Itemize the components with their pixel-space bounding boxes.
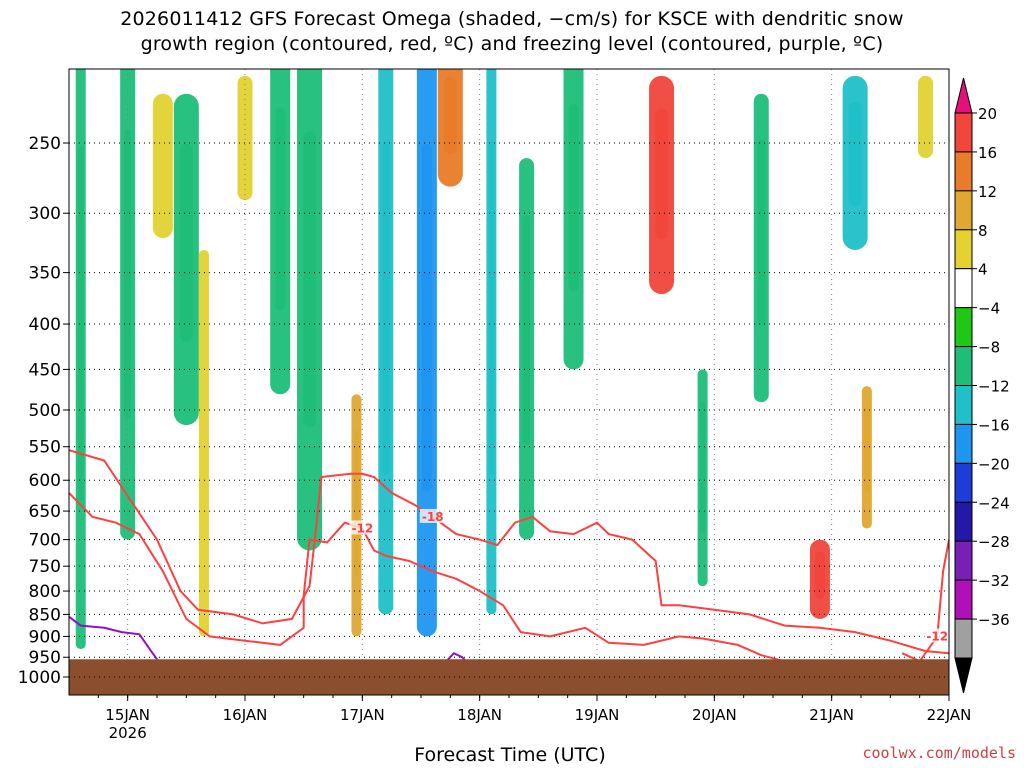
colorbar-arrow-bottom [954, 657, 973, 694]
y-tick-label: 450 [29, 360, 61, 380]
omega-band [237, 75, 253, 201]
omega-band [918, 75, 934, 159]
omega-band-core [655, 108, 668, 240]
x-tick-label: 21JAN [809, 706, 854, 724]
y-tick-label: 850 [29, 605, 61, 625]
contour-label: -18 [422, 510, 444, 524]
x-tick-label: 20JAN [692, 706, 737, 724]
omega-band-core [757, 140, 766, 326]
colorbar-label: 12 [978, 183, 997, 201]
omega-band-core [353, 430, 359, 576]
omega-band [198, 249, 209, 637]
colorbar-box [954, 307, 973, 348]
colorbar-box [954, 423, 973, 464]
omega-band-core [864, 407, 870, 493]
y-tick-label: 350 [29, 264, 61, 284]
x-tick-label: 19JAN [575, 706, 620, 724]
colorbar-box [954, 268, 973, 309]
contour-label: -12 [926, 629, 948, 643]
omega-band-core [848, 101, 862, 207]
colorbar-box [954, 151, 973, 192]
colorbar-label: 8 [978, 222, 988, 240]
omega-band-core [488, 140, 494, 476]
colorbar-label: −20 [978, 455, 1010, 473]
y-axis: 2503003504004505005506006507007508008509… [18, 134, 69, 688]
y-tick-label: 700 [29, 531, 61, 551]
y-tick-label: 750 [29, 557, 61, 577]
site-credit: coolwx.com/models [862, 744, 1016, 762]
omega-band-core [814, 551, 825, 600]
x-axis: 15JAN 16JAN 17JAN 18JAN 19JAN 20JAN 21JAN 22JAN… [97, 695, 972, 742]
x-tick-label: 18JAN [457, 706, 502, 724]
colorbar: 20 16 12 8 4 −4 −8 −12 −16 −20 −24 −28 −32 −36 [954, 77, 1010, 694]
y-tick-label: 950 [29, 648, 61, 668]
dendritic-contour [69, 492, 785, 663]
colorbar-box [954, 112, 973, 153]
dendritic-contour [69, 449, 949, 655]
chart-title-line-1: 2026011412 GFS Forecast Omega (shaded, −… [120, 8, 904, 30]
colorbar-label: −12 [978, 378, 1010, 396]
contour-label-bg [349, 520, 376, 535]
colorbar-box [954, 229, 973, 270]
chart-title-line-2: growth region (contoured, red, ºC) and f… [140, 33, 884, 55]
colorbar-arrow-top [954, 77, 973, 114]
omega-band-core [700, 401, 706, 533]
omega-shading [75, 69, 934, 650]
x-tick-label: 17JAN [340, 706, 385, 724]
colorbar-label: 16 [978, 144, 997, 162]
omega-band-core [382, 140, 390, 476]
colorbar-box [954, 501, 973, 542]
colorbar-label: −24 [978, 494, 1010, 512]
y-tick-label: 650 [29, 502, 61, 522]
colorbar-box [954, 346, 973, 387]
omega-band [152, 93, 173, 239]
contour-label-bg [419, 508, 446, 523]
colorbar-label: −8 [978, 339, 1000, 357]
x-axis-title: Forecast Time (UTC) [414, 744, 606, 766]
x-tick-label: 15JAN [105, 706, 150, 724]
colorbar-label: −28 [978, 533, 1010, 551]
colorbar-label: 4 [978, 261, 988, 279]
y-tick-label: 1000 [18, 668, 61, 688]
colorbar-label: −16 [978, 416, 1010, 434]
colorbar-box [954, 462, 973, 503]
x-year-label: 2026 [109, 724, 147, 742]
y-tick-label: 500 [29, 401, 61, 421]
colorbar-box [954, 190, 973, 231]
colorbar-box [954, 385, 973, 425]
colorbar-box [954, 618, 973, 659]
y-tick-label: 900 [29, 627, 61, 647]
colorbar-box [954, 540, 973, 581]
colorbar-label: −32 [978, 572, 1010, 590]
contour-label: -12 [351, 521, 373, 535]
y-tick-label: 800 [29, 582, 61, 602]
x-tick-label: 16JAN [223, 706, 268, 724]
contour-label-bg [924, 628, 949, 643]
omega-band-core [78, 145, 84, 502]
omega-band-core [568, 103, 579, 292]
y-tick-label: 600 [29, 471, 61, 491]
omega-band-core [303, 131, 316, 428]
omega-band-core [421, 143, 432, 492]
omega-band-core [180, 143, 193, 343]
colorbar-label: −36 [978, 611, 1010, 629]
colorbar-label: −4 [978, 300, 1000, 318]
colorbar-label: 20 [978, 105, 997, 123]
y-tick-label: 250 [29, 134, 61, 154]
y-tick-label: 550 [29, 438, 61, 458]
y-tick-label: 400 [29, 315, 61, 335]
contour-lines: -18 -12 -12 [69, 449, 949, 664]
omega-band-core [444, 76, 457, 155]
colorbar-box [954, 579, 973, 620]
y-tick-label: 300 [29, 204, 61, 224]
omega-band-core [275, 107, 286, 310]
freezing-level-contour [69, 615, 158, 660]
x-tick-label: 22JAN [927, 706, 972, 724]
